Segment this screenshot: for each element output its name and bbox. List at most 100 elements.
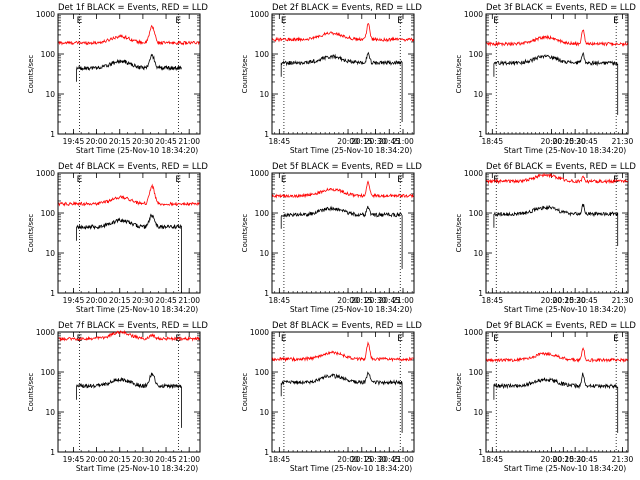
panel-title: Det 5f BLACK = Events, RED = LLD (272, 162, 422, 172)
x-tick-label: 20:15 (351, 296, 373, 305)
y-tick-label: 1 (264, 289, 269, 298)
plot-frame (57, 13, 201, 135)
y-tick-label: 100 (469, 368, 484, 377)
y-tick-label: 10 (259, 90, 269, 99)
x-tick-label: 19:45 (63, 296, 85, 305)
y-tick-label: 1000 (250, 10, 269, 19)
series-events-black (280, 51, 403, 122)
y-tick-label: 10 (473, 249, 483, 258)
y-tick-label: 10 (473, 408, 483, 417)
x-tick-label: 20:15 (351, 137, 373, 146)
x-tick-label: 20:30 (564, 296, 586, 305)
panel-title: Det 3f BLACK = Events, RED = LLD (486, 3, 636, 13)
y-tick-label: 1 (264, 130, 269, 139)
x-tick-label: 21:30 (612, 296, 634, 305)
x-tick-label: 18:45 (269, 137, 291, 146)
x-axis-label: Start Time (25-Nov-10 18:34:20) (76, 146, 198, 155)
x-tick-label: 19:45 (63, 137, 85, 146)
series-lld-red (272, 23, 414, 43)
y-tick-label: 100 (469, 209, 484, 218)
series-events-black (280, 205, 403, 269)
x-tick-label: 20:00 (86, 137, 108, 146)
plot-frame (271, 13, 415, 135)
plot-frame (271, 172, 415, 294)
plot-frame (57, 172, 201, 294)
x-tick-label: 18:45 (481, 455, 503, 464)
x-tick-label: 20:15 (552, 137, 574, 146)
x-tick-label: 20:15 (552, 455, 574, 464)
y-tick-label: 1 (478, 130, 483, 139)
series-lld-red (486, 347, 628, 363)
series-lld-red (486, 29, 628, 47)
y-tick-label: 10 (259, 408, 269, 417)
series-lld-red (272, 341, 414, 363)
y-tick-label: 1000 (36, 10, 55, 19)
y-axis-label: Counts/sec (241, 55, 249, 94)
eclipse-marker: E (397, 334, 403, 344)
y-tick-label: 1 (50, 130, 55, 139)
x-tick-label: 18:45 (481, 296, 503, 305)
panel-title: Det 8f BLACK = Events, RED = LLD (272, 321, 422, 331)
y-tick-label: 100 (41, 368, 56, 377)
plot-frame (485, 331, 629, 453)
eclipse-marker: E (397, 16, 403, 26)
y-tick-label: 1000 (250, 328, 269, 337)
panel-3: Det 3f BLACK = Events, RED = LLD 1 10 100 10… (455, 3, 636, 155)
series-events-black (76, 53, 182, 82)
y-axis-label: Counts/sec (27, 55, 35, 94)
x-tick-label: 20:00 (86, 296, 108, 305)
y-tick-label: 100 (469, 50, 484, 59)
y-axis-label: Counts/sec (241, 214, 249, 253)
panel-9: Det 9f BLACK = Events, RED = LLD 1 10 100 10… (455, 321, 636, 473)
y-tick-label: 1000 (250, 169, 269, 178)
y-tick-label: 10 (45, 408, 55, 417)
panel-title: Det 2f BLACK = Events, RED = LLD (272, 3, 422, 13)
y-axis-label: Counts/sec (27, 373, 35, 412)
x-tick-label: 21:00 (178, 296, 200, 305)
x-tick-label: 20:15 (109, 137, 131, 146)
series-lld-red (58, 24, 200, 46)
eclipse-marker: E (613, 334, 619, 344)
x-tick-label: 21:00 (178, 137, 200, 146)
y-tick-label: 1 (478, 289, 483, 298)
x-tick-label: 20:15 (109, 455, 131, 464)
eclipse-marker: E (493, 334, 499, 344)
eclipse-marker: E (281, 16, 287, 26)
eclipse-marker: E (493, 16, 499, 26)
x-tick-label: 20:30 (365, 137, 387, 146)
y-tick-label: 10 (473, 90, 483, 99)
x-tick-label: 18:45 (269, 455, 291, 464)
x-tick-label: 20:45 (378, 296, 400, 305)
x-tick-label: 20:00 (337, 137, 359, 146)
panel-title: Det 6f BLACK = Events, RED = LLD (486, 162, 636, 172)
x-tick-label: 21:30 (612, 137, 634, 146)
y-tick-label: 1 (50, 448, 55, 457)
eclipse-marker: E (281, 175, 287, 185)
plot-frame (271, 331, 415, 453)
x-tick-label: 21:00 (392, 137, 414, 146)
x-tick-label: 20:00 (337, 455, 359, 464)
series-events-black (493, 203, 619, 246)
plot-frame (485, 172, 629, 294)
y-tick-label: 1 (478, 448, 483, 457)
plot-frame (57, 331, 201, 453)
x-tick-label: 20:30 (132, 455, 154, 464)
series-events-black (76, 213, 182, 293)
x-axis-label: Start Time (25-Nov-10 18:34:20) (504, 305, 626, 314)
y-tick-label: 100 (255, 368, 270, 377)
panel-title: Det 4f BLACK = Events, RED = LLD (58, 162, 208, 172)
panel-4: Det 4f BLACK = Events, RED = LLD 1 10 100 10… (27, 162, 208, 314)
x-tick-label: 20:45 (378, 137, 400, 146)
y-tick-label: 1000 (464, 10, 483, 19)
y-axis-label: Counts/sec (27, 214, 35, 253)
x-tick-label: 20:45 (378, 455, 400, 464)
x-axis-label: Start Time (25-Nov-10 18:34:20) (290, 305, 412, 314)
x-tick-label: 20:30 (132, 137, 154, 146)
series-events-black (493, 51, 619, 115)
y-tick-label: 100 (255, 50, 270, 59)
eclipse-marker: E (281, 334, 287, 344)
y-axis-label: Counts/sec (455, 55, 463, 94)
x-tick-label: 20:30 (564, 455, 586, 464)
x-tick-label: 21:30 (612, 455, 634, 464)
